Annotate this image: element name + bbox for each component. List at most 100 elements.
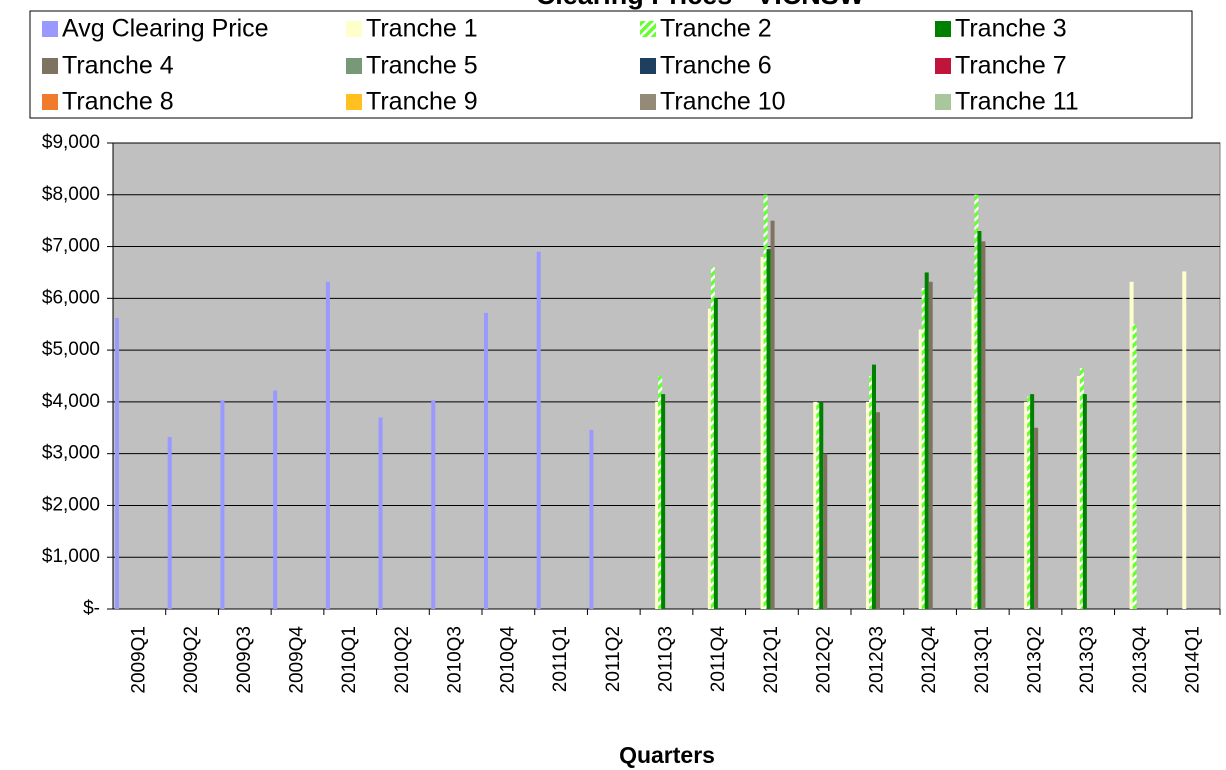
legend-label: Tranche 3 <box>955 15 1067 43</box>
y-tick-label: $4,000 <box>42 391 100 412</box>
bar <box>869 376 873 609</box>
bar <box>1182 271 1187 609</box>
x-tick-label: 2011Q4 <box>708 626 729 693</box>
legend-label: Tranche 7 <box>955 52 1067 80</box>
bar <box>378 417 383 609</box>
x-axis-title: Quarters <box>619 742 715 768</box>
y-tick-label: $1,000 <box>42 546 100 567</box>
bar <box>974 194 979 609</box>
bar <box>866 401 870 609</box>
x-tick-label: 2010Q4 <box>497 626 518 694</box>
legend-label: Tranche 2 <box>660 15 772 43</box>
bar <box>1076 376 1081 609</box>
bar <box>1082 394 1087 609</box>
plot-area <box>112 142 1221 610</box>
chart-title: Clearing Prices - VICNSW <box>536 0 865 10</box>
legend-label: Tranche 5 <box>366 52 478 80</box>
x-tick-label: 2010Q2 <box>392 626 413 694</box>
bar <box>1129 281 1134 609</box>
x-tick-label: 2012Q4 <box>919 626 940 694</box>
x-tick-label: 2013Q1 <box>972 626 993 694</box>
y-tick-label: $3,000 <box>42 443 100 464</box>
y-tick-label: $- <box>83 598 100 619</box>
legend-label: Tranche 9 <box>366 88 478 116</box>
legend-swatch <box>935 58 951 74</box>
x-tick-label: 2011Q2 <box>603 626 624 692</box>
legend-swatch <box>346 21 362 37</box>
x-tick-label: 2010Q1 <box>339 626 360 694</box>
x-tick-label: 2012Q2 <box>814 626 835 694</box>
bar <box>971 298 976 609</box>
bar <box>1030 394 1035 609</box>
bar <box>1027 396 1032 609</box>
legend-swatch <box>640 94 656 110</box>
bar <box>710 267 715 609</box>
bar <box>1034 427 1039 609</box>
legend-swatch <box>42 21 58 37</box>
legend-swatch <box>42 94 58 110</box>
bar <box>536 251 541 609</box>
bar <box>770 220 775 609</box>
y-tick-label: $9,000 <box>42 132 100 153</box>
bar <box>872 364 876 609</box>
legend-label: Tranche 11 <box>955 88 1079 116</box>
x-tick-label: 2009Q2 <box>181 626 202 694</box>
bar <box>655 401 660 609</box>
legend-swatch <box>346 58 362 74</box>
bar <box>816 402 821 609</box>
x-tick-label: 2013Q3 <box>1077 626 1098 694</box>
bar <box>658 376 663 609</box>
bar <box>1024 401 1029 609</box>
bar <box>823 453 828 609</box>
legend-swatch <box>42 58 58 74</box>
bar <box>1079 368 1084 609</box>
bar <box>273 390 278 609</box>
legend-label: Tranche 1 <box>366 15 478 43</box>
legend-swatch <box>935 21 951 37</box>
legend-box <box>29 10 1193 119</box>
bar <box>918 329 923 609</box>
bar <box>707 308 712 609</box>
bar <box>813 401 818 609</box>
bar <box>167 437 172 609</box>
y-tick-label: $7,000 <box>42 236 100 257</box>
bar <box>1132 324 1137 609</box>
legend-swatch <box>640 21 656 37</box>
legend-label: Tranche 10 <box>660 88 786 116</box>
x-tick-label: 2012Q1 <box>761 626 782 694</box>
bar <box>928 281 933 609</box>
x-tick-label: 2009Q3 <box>234 626 255 694</box>
bar <box>977 231 982 609</box>
bar <box>220 400 225 609</box>
bar <box>713 298 718 609</box>
x-tick-label: 2013Q4 <box>1130 626 1151 694</box>
x-tick-label: 2014Q1 <box>1183 626 1204 694</box>
bar <box>115 318 119 609</box>
legend-label: Tranche 8 <box>62 88 174 116</box>
x-tick-label: 2009Q1 <box>128 626 149 694</box>
bar <box>589 429 594 609</box>
y-tick-label: $5,000 <box>42 339 100 360</box>
bar <box>484 312 488 609</box>
y-tick-label: $2,000 <box>42 494 100 515</box>
bar <box>661 394 666 609</box>
bar <box>431 400 436 609</box>
bar <box>924 272 929 609</box>
y-tick-label: $6,000 <box>42 287 100 308</box>
bar <box>325 281 330 609</box>
legend-label: Tranche 4 <box>62 52 174 80</box>
legend-label: Avg Clearing Price <box>62 15 269 43</box>
y-tick-label: $8,000 <box>42 184 100 205</box>
legend-swatch <box>346 94 362 110</box>
bar <box>763 194 768 609</box>
bar <box>981 241 986 609</box>
x-tick-label: 2009Q4 <box>287 626 308 694</box>
legend-label: Tranche 6 <box>660 52 772 80</box>
bar <box>876 412 880 609</box>
bar <box>819 401 824 609</box>
legend-swatch <box>640 58 656 74</box>
legend-swatch <box>935 94 951 110</box>
x-tick-label: 2012Q3 <box>866 626 887 694</box>
x-tick-label: 2011Q1 <box>550 626 571 692</box>
